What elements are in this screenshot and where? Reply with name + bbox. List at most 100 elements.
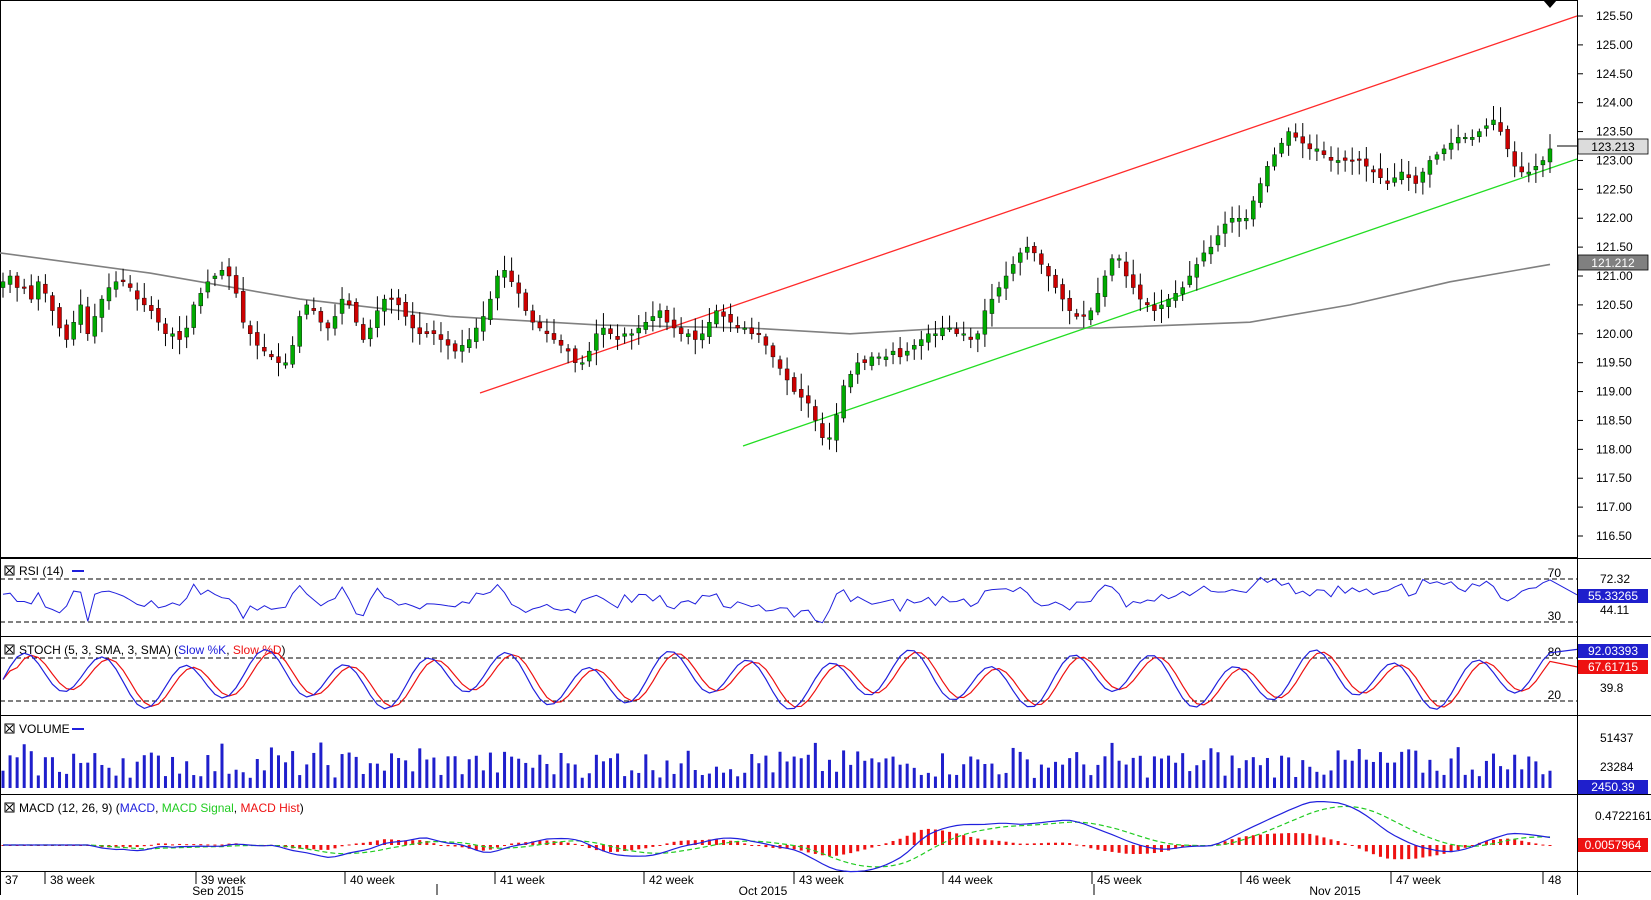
macd-hist-bar — [447, 845, 450, 846]
candle-body — [220, 270, 224, 275]
macd-hist-bar — [192, 844, 195, 845]
candle-body — [298, 316, 302, 346]
macd-hist-bar — [835, 845, 838, 856]
candle-body — [877, 357, 881, 359]
rsi-level-30-label: 30 — [1548, 609, 1562, 623]
price-tick-label: 125.50 — [1596, 9, 1633, 23]
volume-bar — [1372, 762, 1375, 788]
candle-body — [114, 282, 118, 290]
volume-bar — [1209, 748, 1212, 788]
week-label: 38 week — [50, 873, 96, 887]
macd-hist-bar — [1061, 843, 1064, 845]
week-label: 44 week — [948, 873, 994, 887]
volume-bar — [178, 774, 181, 788]
volume-title: VOLUME — [19, 722, 70, 736]
candle-body — [241, 291, 245, 322]
candle-body — [1237, 218, 1241, 221]
volume-bar — [298, 775, 301, 788]
candle-body — [354, 302, 358, 322]
candle-body — [1089, 311, 1093, 320]
volume-bar — [475, 756, 478, 788]
volume-bar — [1238, 768, 1241, 788]
volume-bar — [100, 765, 103, 788]
volume-bar — [1457, 747, 1460, 788]
candle-body — [446, 340, 450, 346]
macd-hist-bar — [1245, 836, 1248, 845]
macd-hist-bar — [743, 843, 746, 845]
candle-body — [93, 316, 97, 336]
candle-body — [333, 316, 337, 328]
candle-body — [1513, 152, 1517, 167]
candle-body — [397, 298, 401, 305]
macd-hist-bar — [736, 842, 739, 845]
candle-body — [1449, 143, 1453, 149]
candle-body — [955, 329, 959, 334]
volume-bar — [1513, 755, 1516, 788]
macd-hist-bar — [496, 845, 499, 847]
candle-body — [1152, 305, 1156, 311]
macd-hist-bar — [1527, 842, 1530, 845]
volume-bar — [341, 754, 344, 788]
price-tick-label: 116.50 — [1596, 529, 1632, 543]
candle-body — [178, 331, 182, 339]
macd-hist-bar — [1103, 845, 1106, 851]
candle-body — [1343, 158, 1347, 161]
volume-bar — [694, 770, 697, 788]
volume-bar — [220, 744, 223, 788]
candle-body — [255, 332, 259, 345]
volume-bar — [1351, 761, 1354, 788]
volume-bar — [517, 759, 520, 788]
volume-bar — [291, 751, 294, 788]
week-label: 40 week — [350, 873, 396, 887]
week-label: 46 week — [1246, 873, 1292, 887]
volume-bar — [23, 744, 26, 788]
candle-body — [291, 345, 295, 364]
volume-bar — [1153, 756, 1156, 788]
macd-hist-bar — [348, 844, 351, 845]
price-tick-label: 117.00 — [1596, 500, 1632, 514]
macd-hist-bar — [687, 840, 690, 845]
macd-hist-bar — [1096, 845, 1099, 850]
macd-hist-bar — [1407, 845, 1410, 859]
volume-bar — [531, 768, 534, 788]
macd-value-label: 0.0057964 — [1585, 838, 1642, 852]
macd-hist-bar — [305, 845, 308, 849]
candle-body — [856, 363, 860, 375]
macd-hist-bar — [1379, 845, 1382, 857]
candle-body — [771, 346, 775, 357]
volume-bar — [1089, 775, 1092, 788]
price-tick-label: 120.00 — [1596, 327, 1633, 341]
macd-hist-bar — [750, 845, 753, 846]
macd-hist-bar — [828, 845, 831, 856]
candle-body — [948, 328, 952, 330]
volume-bar — [1464, 775, 1467, 788]
volume-bar — [164, 776, 167, 788]
volume-bar — [715, 767, 718, 788]
macd-hist-bar — [1033, 843, 1036, 845]
macd-hist-bar — [341, 845, 344, 846]
candle-body — [1265, 166, 1269, 186]
volume-bar — [1393, 763, 1396, 788]
volume-bar — [948, 774, 951, 788]
candle-body — [750, 328, 754, 334]
candle-body — [1378, 169, 1382, 178]
volume-bar — [1499, 766, 1502, 788]
candle-body — [1534, 166, 1538, 170]
candle-body — [891, 351, 895, 355]
macd-hist-bar — [863, 845, 866, 850]
candle-body — [361, 324, 365, 339]
candle-body — [842, 386, 846, 418]
candle-body — [1117, 259, 1121, 261]
volume-bar — [30, 751, 33, 788]
volume-bar — [496, 772, 499, 788]
volume-bar — [355, 757, 358, 788]
candle-body — [722, 312, 726, 317]
volume-bar — [1012, 748, 1015, 788]
volume-bar — [447, 756, 450, 788]
sma-value-text: 121.212 — [1591, 256, 1635, 270]
volume-bar — [397, 758, 400, 788]
candle-body — [531, 311, 535, 322]
macd-hist-bar — [185, 844, 188, 845]
candle-body — [1145, 302, 1149, 304]
candle-body — [665, 310, 669, 322]
